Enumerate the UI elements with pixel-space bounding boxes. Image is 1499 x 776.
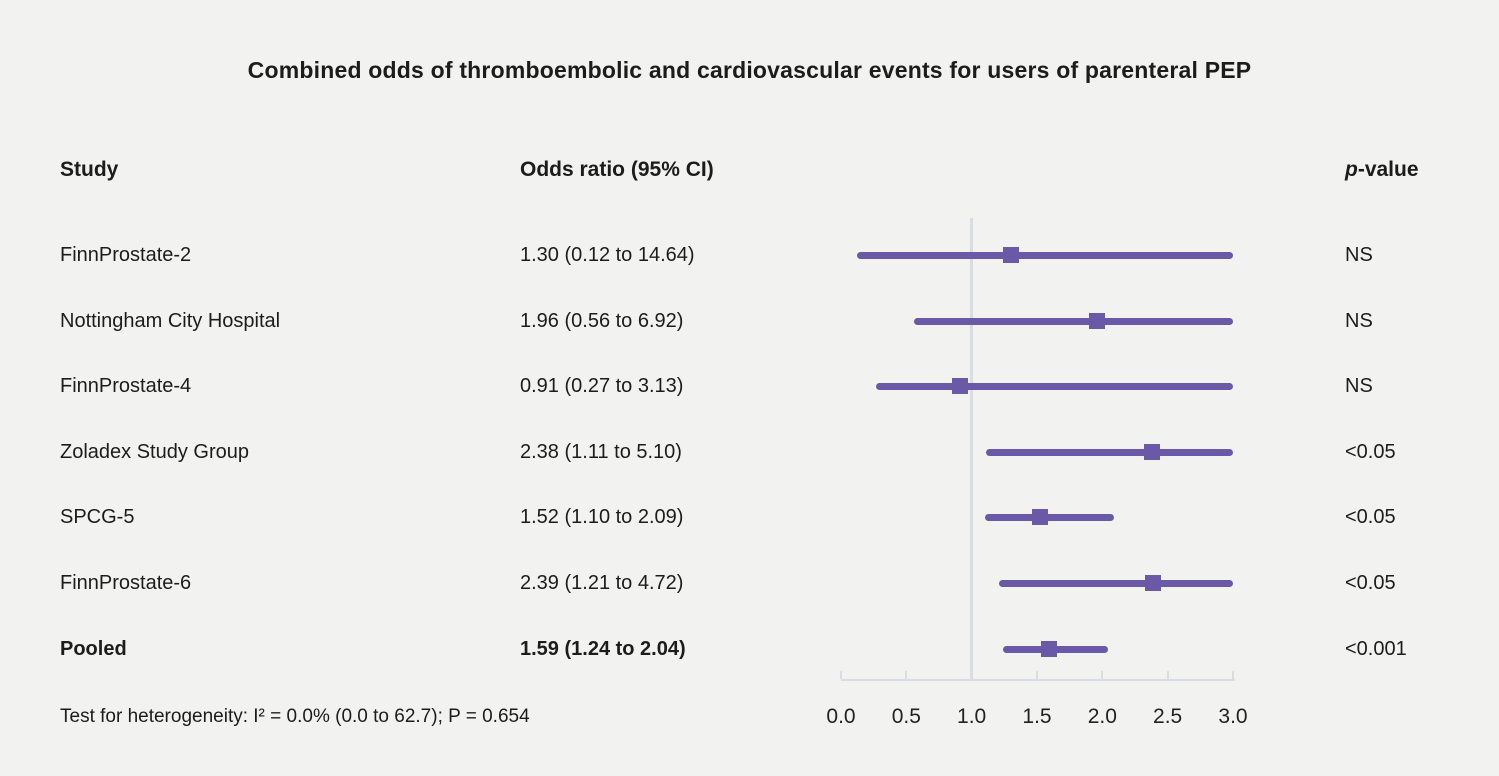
point-estimate-marker bbox=[1089, 313, 1106, 329]
heterogeneity-note: Test for heterogeneity: I² = 0.0% (0.0 t… bbox=[60, 706, 530, 727]
x-axis-tick bbox=[1232, 671, 1234, 679]
column-header-odds-ratio: Odds ratio (95% CI) bbox=[520, 158, 714, 181]
column-header-p-value: p-value bbox=[1345, 156, 1419, 184]
point-estimate-marker bbox=[1002, 247, 1019, 263]
point-estimate-marker bbox=[1040, 641, 1057, 657]
odds-ratio-value: 2.39 (1.21 to 4.72) bbox=[520, 572, 684, 594]
study-label: FinnProstate-4 bbox=[60, 375, 192, 397]
table-row: FinnProstate-4 0.91 (0.27 to 3.13) NS bbox=[0, 372, 1499, 400]
p-value: NS bbox=[1345, 244, 1373, 266]
odds-ratio-value: 1.30 (0.12 to 14.64) bbox=[520, 244, 695, 266]
point-estimate-marker bbox=[1143, 444, 1160, 460]
x-axis-tick bbox=[1166, 671, 1169, 679]
study-label: Pooled bbox=[60, 638, 127, 660]
x-axis-tick-label: 3.0 bbox=[1218, 705, 1248, 728]
table-row: Zoladex Study Group 2.38 (1.11 to 5.10) … bbox=[0, 438, 1499, 466]
table-row: SPCG-5 1.52 (1.10 to 2.09) <0.05 bbox=[0, 503, 1499, 531]
odds-ratio-value: 1.52 (1.10 to 2.09) bbox=[520, 506, 684, 528]
odds-ratio-value: 0.91 (0.27 to 3.13) bbox=[520, 375, 684, 397]
confidence-interval-line bbox=[986, 448, 1233, 456]
x-axis-tick bbox=[905, 671, 908, 679]
odds-ratio-value: 2.38 (1.11 to 5.10) bbox=[520, 441, 682, 463]
x-axis-line bbox=[841, 679, 1235, 681]
confidence-interval-line bbox=[876, 382, 1233, 390]
study-label: SPCG-5 bbox=[60, 506, 135, 528]
study-label: Zoladex Study Group bbox=[60, 441, 249, 463]
p-value-header-rest: -value bbox=[1357, 158, 1419, 181]
p-value: NS bbox=[1345, 310, 1373, 332]
x-axis-tick bbox=[840, 671, 842, 679]
x-axis-tick bbox=[1101, 671, 1104, 679]
point-estimate-marker bbox=[951, 378, 968, 394]
confidence-interval-line bbox=[856, 251, 1233, 259]
column-header-study: Study bbox=[60, 158, 119, 181]
confidence-interval-line bbox=[914, 317, 1233, 325]
x-axis-tick-label: 1.5 bbox=[1022, 705, 1052, 728]
x-axis-tick-label: 2.5 bbox=[1153, 705, 1183, 728]
reference-line bbox=[970, 218, 974, 680]
study-label: Nottingham City Hospital bbox=[60, 310, 281, 332]
point-estimate-marker bbox=[1145, 575, 1162, 591]
p-value-header-italic: p bbox=[1345, 158, 1358, 181]
p-value: <0.05 bbox=[1345, 572, 1396, 594]
table-row pooled-row: Pooled 1.59 (1.24 to 2.04) <0.001 bbox=[0, 635, 1499, 663]
x-axis-tick bbox=[970, 671, 973, 679]
confidence-interval-line bbox=[999, 579, 1233, 587]
odds-ratio-value: 1.96 (0.56 to 6.92) bbox=[520, 310, 684, 332]
x-axis-tick bbox=[1036, 671, 1038, 679]
study-label: FinnProstate-2 bbox=[60, 244, 192, 266]
odds-ratio-value: 1.59 (1.24 to 2.04) bbox=[520, 638, 686, 660]
x-axis-tick-label: 0.5 bbox=[891, 705, 921, 728]
point-estimate-marker bbox=[1031, 509, 1048, 525]
table-row: FinnProstate-6 2.39 (1.21 to 4.72) <0.05 bbox=[0, 569, 1499, 597]
table-row: FinnProstate-2 1.30 (0.12 to 14.64) NS bbox=[0, 241, 1499, 269]
x-axis-tick-label: 2.0 bbox=[1087, 705, 1117, 728]
chart-title: Combined odds of thromboembolic and card… bbox=[247, 57, 1252, 83]
x-axis-tick-label: 1.0 bbox=[957, 705, 987, 728]
table-row: Nottingham City Hospital 1.96 (0.56 to 6… bbox=[0, 307, 1499, 335]
x-axis-tick-label: 0.0 bbox=[826, 705, 856, 728]
p-value: NS bbox=[1345, 375, 1373, 397]
study-label: FinnProstate-6 bbox=[60, 572, 192, 594]
confidence-interval-line bbox=[984, 513, 1115, 521]
p-value: <0.05 bbox=[1345, 441, 1396, 463]
p-value: <0.001 bbox=[1345, 638, 1407, 660]
p-value: <0.05 bbox=[1345, 506, 1396, 528]
